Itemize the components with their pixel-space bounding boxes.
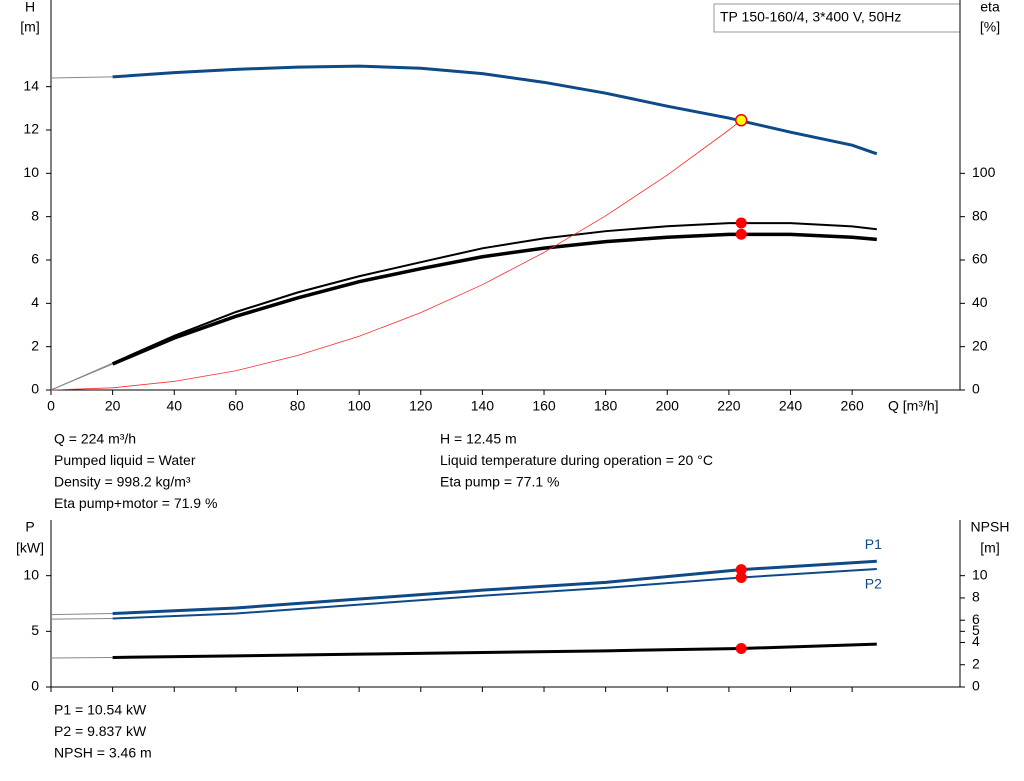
- x-tick-label: 40: [166, 398, 182, 414]
- y2-axis-label: eta: [980, 0, 1000, 15]
- duty-point: [735, 564, 747, 576]
- chart-title: TP 150-160/4, 3*400 V, 50Hz: [720, 9, 901, 25]
- curve-extension: [50, 613, 113, 616]
- y-tick-label: 10: [23, 164, 39, 180]
- y-tick-label: 6: [31, 251, 39, 267]
- curve: [112, 567, 877, 620]
- curve-extension: [50, 76, 113, 79]
- y2-tick-label: 40: [972, 294, 988, 310]
- x-tick-label: 20: [105, 398, 121, 414]
- y-axis-unit: [kW]: [16, 540, 44, 556]
- y2-tick-label: 10: [972, 566, 988, 582]
- y-tick-label: 14: [23, 77, 39, 93]
- duty-point: [735, 228, 747, 240]
- x-tick-label: 60: [228, 398, 244, 414]
- curve: [112, 642, 877, 659]
- info-text: H = 12.45 m: [440, 431, 517, 447]
- duty-point: [734, 114, 748, 127]
- curve: [111, 232, 877, 366]
- y2-tick-label: 5: [972, 622, 980, 638]
- y-axis-label: H: [25, 0, 35, 15]
- y-tick-label: 5: [31, 622, 39, 638]
- x-tick-label: 100: [347, 398, 371, 414]
- x-tick-label: 0: [47, 398, 55, 414]
- y2-axis-unit: [m]: [980, 540, 999, 556]
- curve: [50, 119, 742, 391]
- x-tick-label: 200: [656, 398, 680, 414]
- duty-point: [735, 642, 747, 654]
- curve-extension: [50, 618, 113, 620]
- y2-tick-label: 80: [972, 207, 988, 223]
- info-text: Pumped liquid = Water: [54, 452, 196, 468]
- x-tick-label: 140: [471, 398, 495, 414]
- y-tick-label: 0: [31, 381, 39, 397]
- duty-point: [735, 217, 747, 229]
- curve: [112, 222, 877, 365]
- x-tick-label: 80: [290, 398, 306, 414]
- x-tick-label: 120: [409, 398, 433, 414]
- y2-axis-unit: [%]: [980, 19, 1000, 35]
- info-text: Eta pump = 77.1 %: [440, 474, 559, 490]
- y2-tick-label: 6: [972, 611, 980, 627]
- x-tick-label: 240: [779, 398, 803, 414]
- info-text: Q = 224 m³/h: [54, 431, 136, 447]
- y-axis-label: P: [25, 519, 34, 535]
- x-axis-label: Q [m³/h]: [888, 398, 939, 414]
- duty-point: [735, 571, 747, 583]
- x-tick-label: 260: [840, 398, 864, 414]
- y-tick-label: 4: [31, 294, 39, 310]
- series-label: P2: [865, 576, 882, 592]
- info-text: P1 = 10.54 kW: [54, 702, 147, 718]
- y2-tick-label: 60: [972, 251, 988, 267]
- series-label: P1: [865, 536, 882, 552]
- x-tick-label: 220: [717, 398, 741, 414]
- y2-tick-label: 2: [972, 655, 980, 671]
- y2-tick-label: 0: [972, 678, 980, 694]
- y-tick-label: 2: [31, 337, 39, 353]
- info-text: Eta pump+motor = 71.9 %: [54, 495, 217, 511]
- y2-axis-label: NPSH: [971, 519, 1010, 535]
- info-text: Density = 998.2 kg/m³: [54, 474, 191, 490]
- info-text: P2 = 9.837 kW: [54, 723, 147, 739]
- y2-tick-label: 100: [972, 164, 996, 180]
- y2-tick-label: 0: [972, 381, 980, 397]
- info-text: Liquid temperature during operation = 20…: [440, 452, 713, 468]
- curve: [112, 559, 877, 616]
- y-tick-label: 0: [31, 678, 39, 694]
- y-tick-label: 10: [23, 566, 39, 582]
- y2-tick-label: 8: [972, 589, 980, 605]
- curve-extension: [50, 656, 113, 659]
- y-axis-unit: [m]: [20, 19, 39, 35]
- y-tick-label: 12: [23, 121, 39, 137]
- info-text: NPSH = 3.46 m: [54, 745, 152, 761]
- x-tick-label: 180: [594, 398, 618, 414]
- curve: [112, 64, 878, 156]
- title-box: [713, 3, 961, 33]
- y2-tick-label: 4: [972, 633, 980, 649]
- y-tick-label: 8: [31, 207, 39, 223]
- y2-tick-label: 20: [972, 337, 988, 353]
- x-tick-label: 160: [532, 398, 556, 414]
- curve-extension: [50, 363, 113, 391]
